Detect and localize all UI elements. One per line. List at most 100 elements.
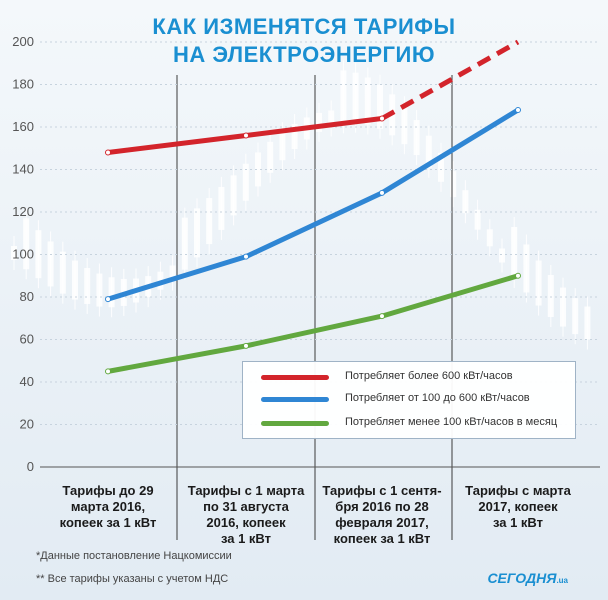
footnote-source: *Данные постановление Нацкомиссии [36, 550, 232, 562]
x-category-line: 2017, копеек [478, 499, 558, 514]
data-point [243, 253, 249, 260]
decor-candle [462, 190, 469, 214]
decor-candle [255, 152, 261, 187]
x-category-line: бря 2016 по 28 [335, 499, 429, 514]
decor-candle [169, 265, 176, 281]
decor-candle [425, 135, 432, 168]
x-category-label: Тарифы до 29 марта 2016, копеек за 1 кВт [48, 483, 168, 531]
decor-candle [267, 141, 274, 173]
decor-candle [535, 260, 542, 306]
series-line-2 [105, 273, 521, 374]
decor-candle [364, 77, 371, 125]
decor-candle [72, 260, 78, 300]
series-group [105, 39, 521, 375]
x-category-line: копеек за 1 кВт [59, 515, 157, 530]
data-point [105, 296, 111, 303]
decor-candle [35, 230, 42, 279]
data-point [379, 115, 385, 122]
decor-candle [340, 70, 347, 124]
decor-candle [279, 132, 286, 161]
y-tick-label: 180 [12, 77, 34, 92]
decor-candle [499, 248, 505, 263]
decor-candle [96, 273, 103, 307]
chart-title-line2: НА ЭЛЕКТРОЭНЕРГИЮ [172, 42, 436, 67]
y-tick-label: 80 [20, 289, 34, 304]
x-category-line: за 1 кВт [220, 531, 272, 546]
decor-candle [59, 251, 66, 294]
legend: Потребляет более 600 кВт/часов Потребляе… [242, 361, 576, 439]
decor-candle [291, 124, 298, 150]
decor-candle [438, 152, 444, 182]
data-point [515, 107, 521, 113]
background-decoration [11, 60, 591, 350]
y-axis: 0 20 40 60 80 100 120 140 160 180 200 [12, 34, 34, 474]
data-point [243, 132, 249, 139]
y-tick-label: 200 [12, 34, 34, 49]
decor-candle [316, 112, 322, 132]
chart-title-line1: КАК ИЗМЕНЯТСЯ ТАРИФЫ [152, 14, 456, 39]
series-line-dashed-0 [380, 39, 520, 121]
decor-candle [84, 267, 91, 304]
decor-candle [572, 298, 579, 335]
x-category-line: Тарифы с 1 сентя- [322, 483, 442, 498]
legend-label-low: Потребляет менее 100 кВт/часов в месяц [345, 416, 558, 428]
decor-candle [474, 209, 481, 230]
y-tick-label: 100 [12, 247, 34, 262]
data-point [105, 149, 111, 156]
x-category-line: копеек за 1 кВт [333, 531, 431, 546]
y-tick-label: 140 [12, 162, 34, 177]
decor-candle [377, 84, 383, 129]
x-category-label: Тарифы с 1 сентя-бря 2016 по 28 февраля 2… [322, 483, 442, 547]
decor-candle [230, 175, 237, 216]
brand-suffix: .ua [556, 576, 568, 585]
decor-candle [413, 120, 420, 156]
y-tick-label: 40 [20, 374, 34, 389]
legend-item-medium: Потребляет от 100 до 600 кВт/часов [261, 392, 571, 408]
x-category-line: февраля 2017, [335, 515, 429, 530]
x-category-line: 2016, копеек [206, 515, 286, 530]
decor-candle [108, 277, 115, 308]
y-tick-label: 20 [20, 417, 34, 432]
decor-candle [486, 229, 493, 247]
brand-logo: СЕГОДНЯ.ua [487, 570, 568, 586]
decor-candle [401, 106, 408, 145]
legend-label-medium: Потребляет от 100 до 600 кВт/часов [345, 392, 530, 404]
decor-candle [242, 163, 249, 201]
x-category-line: Тарифы до 29 [62, 483, 154, 498]
legend-item-high: Потребляет более 600 кВт/часов [261, 370, 571, 386]
legend-swatch-low [261, 421, 329, 426]
x-category-line: Тарифы с марта [465, 483, 571, 498]
decor-candle [206, 198, 213, 245]
legend-swatch-medium [261, 397, 329, 402]
x-category-label: Тарифы с 1 марта по 31 августа 2016, копее… [186, 483, 306, 547]
x-category-line: марта 2016, [70, 499, 146, 514]
x-category-line: за 1 кВт [492, 515, 544, 530]
x-category-line: Тарифы с 1 марта [187, 483, 305, 498]
decor-candle [11, 246, 17, 260]
decor-candle [181, 217, 188, 270]
data-point [243, 342, 249, 349]
legend-item-low: Потребляет менее 100 кВт/часов в месяц [261, 416, 571, 432]
decor-candle [450, 171, 457, 198]
data-point [105, 368, 111, 375]
data-point [515, 272, 521, 279]
y-tick-label: 120 [12, 204, 34, 219]
x-category-label: Тарифы с марта 2017, копеек за 1 кВт [458, 483, 578, 531]
y-tick-label: 60 [20, 332, 34, 347]
series-line-1 [105, 107, 521, 302]
y-tick-label: 160 [12, 119, 34, 134]
decor-candle [547, 274, 554, 317]
x-category-line: по 31 августа [203, 499, 289, 514]
decor-candle [47, 241, 54, 287]
decor-candle [328, 110, 335, 127]
footnote-vat: ** Все тарифы указаны с учетом НДС [36, 573, 229, 585]
decor-candle [194, 208, 200, 258]
decor-candle [560, 287, 566, 327]
decor-candle [218, 186, 225, 230]
decor-candle [523, 244, 530, 293]
decor-candle [23, 218, 30, 270]
brand-name: СЕГОДНЯ [487, 570, 557, 586]
data-point [379, 313, 385, 320]
